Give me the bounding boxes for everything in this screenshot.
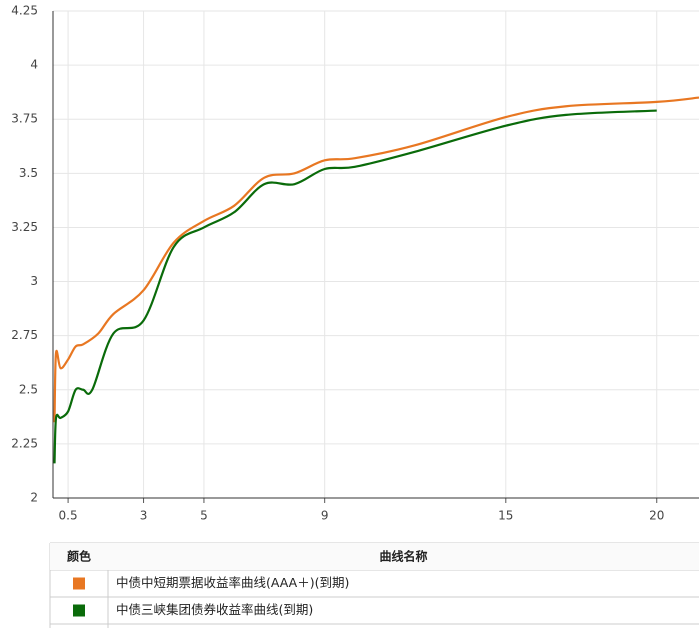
legend-swatch: [73, 577, 85, 590]
table-header-bg: [50, 543, 699, 570]
legend-header: 曲线名称: [379, 549, 427, 564]
y-tick-label: 2: [30, 491, 38, 505]
y-tick-label: 2.5: [19, 382, 38, 396]
x-tick-label: 0.5: [59, 509, 78, 523]
y-tick-label: 3.75: [11, 112, 38, 126]
x-tick-label: 15: [498, 509, 513, 523]
y-tick-label: 4: [30, 58, 38, 72]
y-tick-label: 3.25: [11, 220, 38, 234]
series-line: [53, 109, 657, 464]
y-tick-label: 3: [30, 274, 38, 288]
x-tick-label: 5: [200, 509, 208, 523]
legend-label: 中债三峡集团债券收益率曲线(到期): [116, 602, 313, 617]
y-tick-label: 4.25: [11, 4, 38, 18]
y-tick-label: 2.25: [11, 436, 38, 450]
x-tick-label: 20: [649, 509, 664, 523]
series-line: [53, 96, 699, 423]
legend-label: 中债中短期票据收益率曲线(AAA＋)(到期): [116, 575, 349, 590]
y-tick-label: 2.75: [11, 328, 38, 342]
x-tick-label: 3: [140, 509, 148, 523]
legend-swatch: [73, 604, 85, 617]
x-tick-label: 9: [321, 509, 329, 523]
legend-header: 颜色: [67, 549, 91, 564]
y-tick-label: 3.5: [19, 166, 38, 180]
